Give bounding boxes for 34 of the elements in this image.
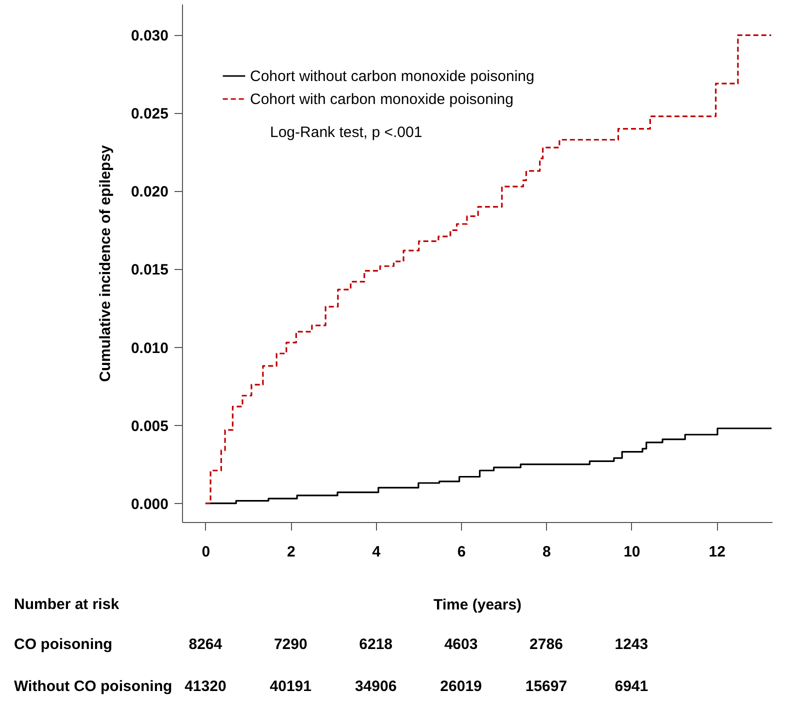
text: 4603 <box>444 636 478 653</box>
x-tick-label: 10 <box>624 544 640 560</box>
text: 1243 <box>614 636 648 653</box>
y-axis-title: Cumulative incidence of epilepsy <box>96 144 114 382</box>
text: 7290 <box>274 636 308 653</box>
text: 34906 <box>354 678 397 695</box>
y-tick-label: 0.030 <box>130 28 168 45</box>
y-tick-label: 0.020 <box>130 184 168 201</box>
text: 15697 <box>525 678 568 695</box>
text: Without CO poisoning <box>14 678 172 695</box>
x-tick-label: 8 <box>542 544 551 560</box>
text: 6218 <box>359 636 393 653</box>
x-tick-label: 4 <box>372 544 382 560</box>
x-tick-label: 2 <box>286 544 296 560</box>
text: CO poisoning <box>14 636 112 653</box>
x-tick-label: 12 <box>708 544 726 560</box>
legend-label: Cohort with carbon monoxide poisoning <box>250 91 514 108</box>
x-axis-title: Time (years) <box>433 596 522 614</box>
y-tick-label: 0.010 <box>130 340 168 357</box>
text: 41320 <box>184 678 226 695</box>
text: 8264 <box>188 636 223 653</box>
y-tick-label: 0.005 <box>130 418 168 435</box>
text: 26019 <box>440 678 482 695</box>
text: 6941 <box>614 678 648 695</box>
y-tick-label: 0.000 <box>130 496 168 513</box>
text: 40191 <box>270 678 312 695</box>
text: Number at risk <box>14 596 120 613</box>
annotation: Log-Rank test, p <.001 <box>270 124 422 141</box>
y-tick-label: 0.025 <box>130 106 168 123</box>
x-tick-label: 0 <box>202 544 210 560</box>
legend-label: Cohort without carbon monoxide poisoning <box>250 68 534 85</box>
text: 2786 <box>530 636 563 653</box>
x-tick-label: 6 <box>457 544 466 560</box>
y-tick-label: 0.015 <box>130 262 168 279</box>
